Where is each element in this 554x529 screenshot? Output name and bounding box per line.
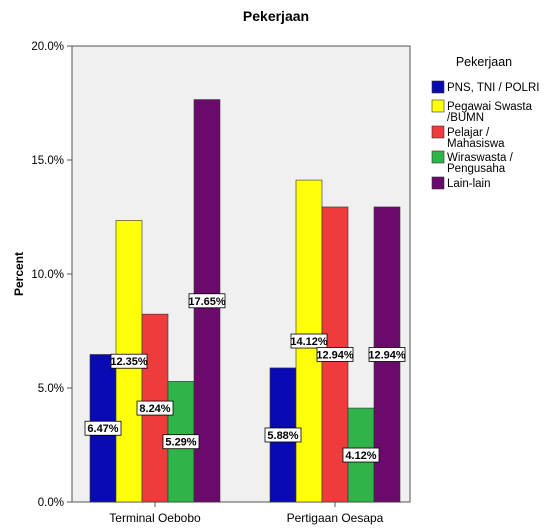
legend-label: Mahasiswa — [447, 138, 505, 150]
y-axis-label: Percent — [12, 252, 26, 296]
data-label: 12.35% — [110, 356, 148, 368]
y-tick-label: 10.0% — [31, 269, 64, 281]
legend-swatch — [432, 100, 444, 112]
legend-label: Pengusaha — [447, 163, 506, 175]
y-tick-label: 5.0% — [38, 383, 64, 395]
y-tick-label: 20.0% — [31, 41, 64, 53]
legend-swatch — [432, 81, 444, 93]
legend-label: Lain-lain — [447, 178, 490, 190]
data-label: 12.94% — [316, 349, 354, 361]
x-axis: Terminal Oebobo Pertigaan Oesapa — [109, 502, 383, 525]
legend-swatch — [432, 151, 444, 163]
legend-label: PNS, TNI / POLRI — [447, 82, 539, 94]
data-label: 8.24% — [139, 403, 170, 415]
data-label: 4.12% — [345, 450, 376, 462]
y-axis: 0.0% 5.0% 10.0% 15.0% 20.0% — [31, 41, 72, 509]
legend-swatch — [432, 126, 444, 138]
data-label: 14.12% — [290, 336, 328, 348]
y-tick-label: 15.0% — [31, 155, 64, 167]
legend-title: Pekerjaan — [456, 55, 512, 69]
data-label: 12.94% — [368, 349, 406, 361]
y-tick-label: 0.0% — [38, 497, 64, 509]
legend-swatch — [432, 177, 444, 189]
data-label: 5.88% — [267, 430, 298, 442]
x-category-label: Terminal Oebobo — [109, 511, 201, 525]
data-label: 6.47% — [87, 423, 118, 435]
data-label: 17.65% — [188, 296, 226, 308]
x-category-label: Pertigaan Oesapa — [287, 511, 384, 525]
data-label: 5.29% — [165, 437, 196, 449]
legend-label: /BUMN — [447, 112, 484, 124]
chart-title: Pekerjaan — [243, 8, 309, 24]
